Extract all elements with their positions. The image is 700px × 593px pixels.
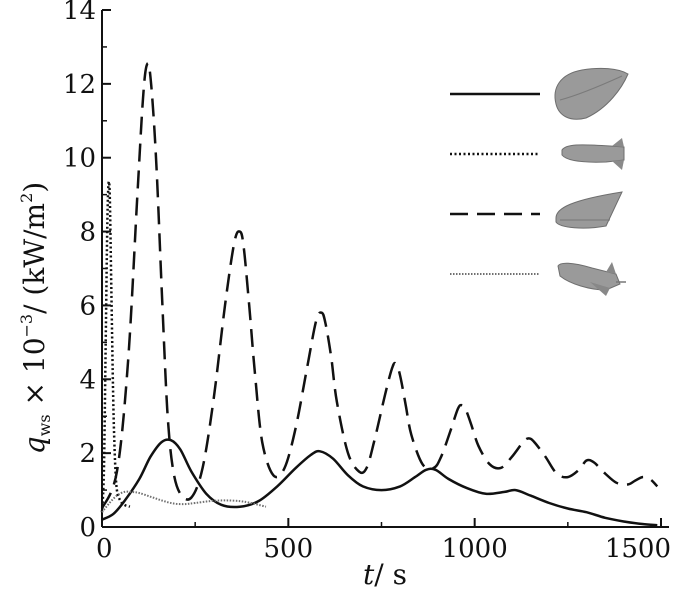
x-tick-label: 500: [264, 534, 314, 564]
y-tick-label: 14: [63, 0, 96, 26]
y-axis-symbol: q: [18, 436, 51, 454]
ticks: 0 2 4 6 8 10 12 14 0 500 1000 1500: [63, 0, 671, 564]
y-axis-label: qws × 10−3/ (kW/m2): [17, 182, 54, 454]
y-axis-exponent: −3: [17, 314, 36, 338]
y-axis-subscript: ws: [35, 414, 54, 436]
x-axis-unit: / s: [374, 558, 407, 591]
y-tick-label: 10: [63, 144, 96, 174]
series-group: [100, 61, 659, 527]
x-axis-label: t/ s: [363, 558, 407, 591]
y-tick-label: 8: [79, 218, 96, 248]
y-axis-unit: / (kW/m: [18, 203, 51, 314]
space-shuttle-icon: [557, 262, 626, 296]
capsule-icon: [555, 191, 623, 229]
series-line-dotted-thin: [101, 490, 267, 513]
series-line-solid: [101, 438, 658, 527]
y-tick-label: 4: [79, 365, 96, 395]
blunt-nose-vehicle-icon: [561, 138, 625, 170]
x-axis-symbol: t: [363, 558, 375, 591]
lifting-body-icon: [554, 67, 629, 120]
y-axis-unit-exponent: 2: [17, 193, 36, 203]
x-tick-label: 1500: [605, 534, 671, 564]
y-tick-label: 12: [63, 70, 96, 100]
y-axis-close: ): [18, 182, 51, 193]
y-tick-label: 0: [79, 513, 96, 543]
y-tick-label: 6: [79, 291, 96, 321]
legend: [450, 67, 629, 296]
y-axis-multiplier: × 10: [18, 337, 51, 414]
x-tick-label: 0: [96, 534, 113, 564]
series-line-dotted: [100, 180, 131, 513]
x-tick-label: 1000: [442, 534, 508, 564]
series-line-dashed: [100, 61, 659, 510]
y-tick-label: 2: [79, 439, 96, 469]
